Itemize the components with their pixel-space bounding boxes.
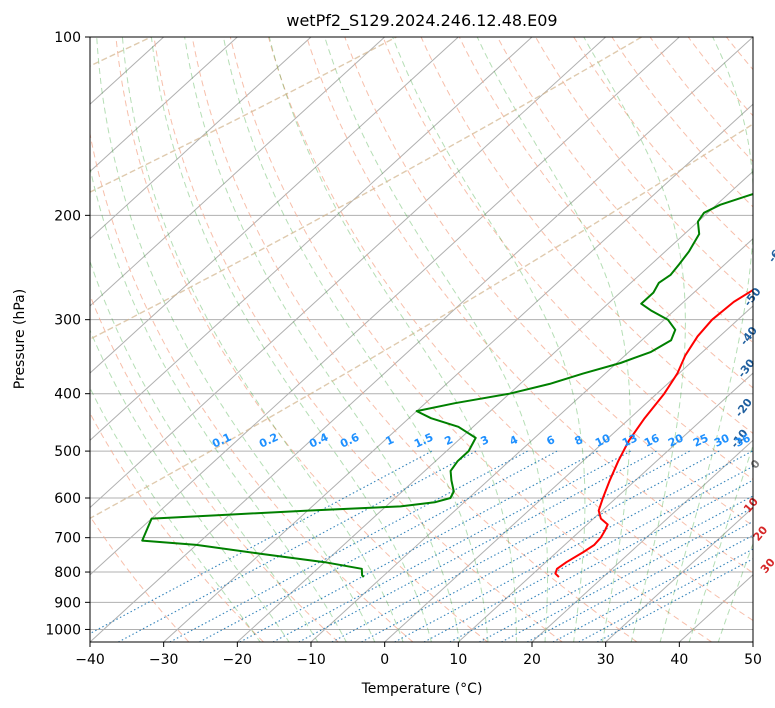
y-tick-label: 1000 [45,622,81,638]
moist-adiabat-line [717,542,753,642]
isotherm-line [90,37,459,374]
moist-adiabat-line [583,37,686,642]
y-axis: 100 200 300 400 500 600 700 800 900 1000 [45,30,90,638]
x-tick-label: 20 [523,652,541,668]
x-tick-label: 0 [380,652,389,668]
isotherm-line [90,37,607,509]
moist-adiabat-line [392,37,586,642]
dewpoint-profile [141,192,753,578]
y-tick-label: 700 [54,531,81,547]
moist-adiabat-line [90,328,290,642]
background-lines [90,37,753,642]
dry-adiabat-line [90,293,339,642]
isotherm-line [163,103,753,642]
mixing-ratio-label: 30 [712,431,732,449]
moist-adiabat-line [90,387,261,642]
moist-adiabat-line [222,37,489,642]
moist-adiabat-line [324,37,549,642]
mixing-ratio-label: 20 [666,431,686,449]
moist-adiabat-line [90,165,347,642]
x-tick-label: 40 [670,652,688,668]
isotherm-line [90,37,533,442]
dry-adiabat-line [496,37,753,344]
isotherm-line [236,170,753,642]
x-tick-label: 50 [744,652,762,668]
mixing-ratio-label: 25 [691,431,710,449]
isotherm-line [384,305,753,642]
x-tick-label: 30 [597,652,615,668]
moist-adiabat-line [476,37,631,642]
mixing-ratio-label: 13 [620,431,639,449]
y-tick-label: 200 [54,208,81,224]
y-axis-title: Pressure (hPa) [12,289,28,389]
dry-adiabat-line [90,412,264,642]
y-tick-label: 400 [54,387,81,403]
moist-adiabat-line [90,259,319,642]
x-tick-label: −40 [75,652,105,668]
moist-adiabat-line [659,37,753,642]
dry-adiabat-line [535,37,753,298]
temperature-profile [554,288,753,578]
y-tick-label: 100 [54,30,81,46]
mixing-ratio-label: 36 [733,431,753,449]
plot-frame [89,36,754,643]
isotherm-line [90,37,753,642]
x-tick-label: 10 [449,652,467,668]
moist-adiabat-line [121,37,404,642]
x-tick-label: −30 [149,652,179,668]
isotherm-line [90,37,312,240]
mixing-ratio-label: 10 [593,431,613,449]
x-tick-label: −20 [223,652,253,668]
isotherm-line [90,37,386,307]
profile-lines [141,192,753,578]
moist-adiabat-line [96,37,376,642]
x-axis: −40 −30 −20 −10 0 10 20 30 40 50 [75,642,762,668]
y-tick-label: 500 [54,444,81,460]
isotherm-line [605,506,753,642]
moist-adiabat-line [688,444,753,642]
y-tick-label: 800 [54,565,81,581]
isotherm-line [531,439,753,642]
dry-adiabat-line [115,37,488,642]
dry-adiabat-label: -60 [766,241,775,265]
chart-title: wetPf2_S129.2024.246.12.48.E09 [286,11,557,31]
dry-adiabat-line [153,37,563,642]
y-tick-label: 600 [54,491,81,507]
tan-reference-line [90,123,753,520]
isotherm-line [457,372,753,642]
dry-adiabat-line [344,37,753,527]
dry-adiabat-line [306,37,753,574]
y-tick-label: 300 [54,313,81,329]
moist-adiabat-line [184,37,461,642]
dry-adiabat-line [382,37,753,481]
y-tick-label: 900 [54,595,81,611]
isotherm-line [90,37,680,576]
isotherm-line [310,237,753,642]
dry-adiabat-line [90,131,414,642]
moist-adiabat-line [268,37,517,642]
isotherm-line [90,37,238,173]
mixing-ratio-label: 16 [642,431,662,449]
x-tick-label: −10 [296,652,326,668]
dry-adiabat-line [229,37,712,642]
moist-adiabat-line [150,37,432,642]
x-axis-title: Temperature (°C) [361,681,483,697]
dry-adiabat-line [268,37,753,622]
